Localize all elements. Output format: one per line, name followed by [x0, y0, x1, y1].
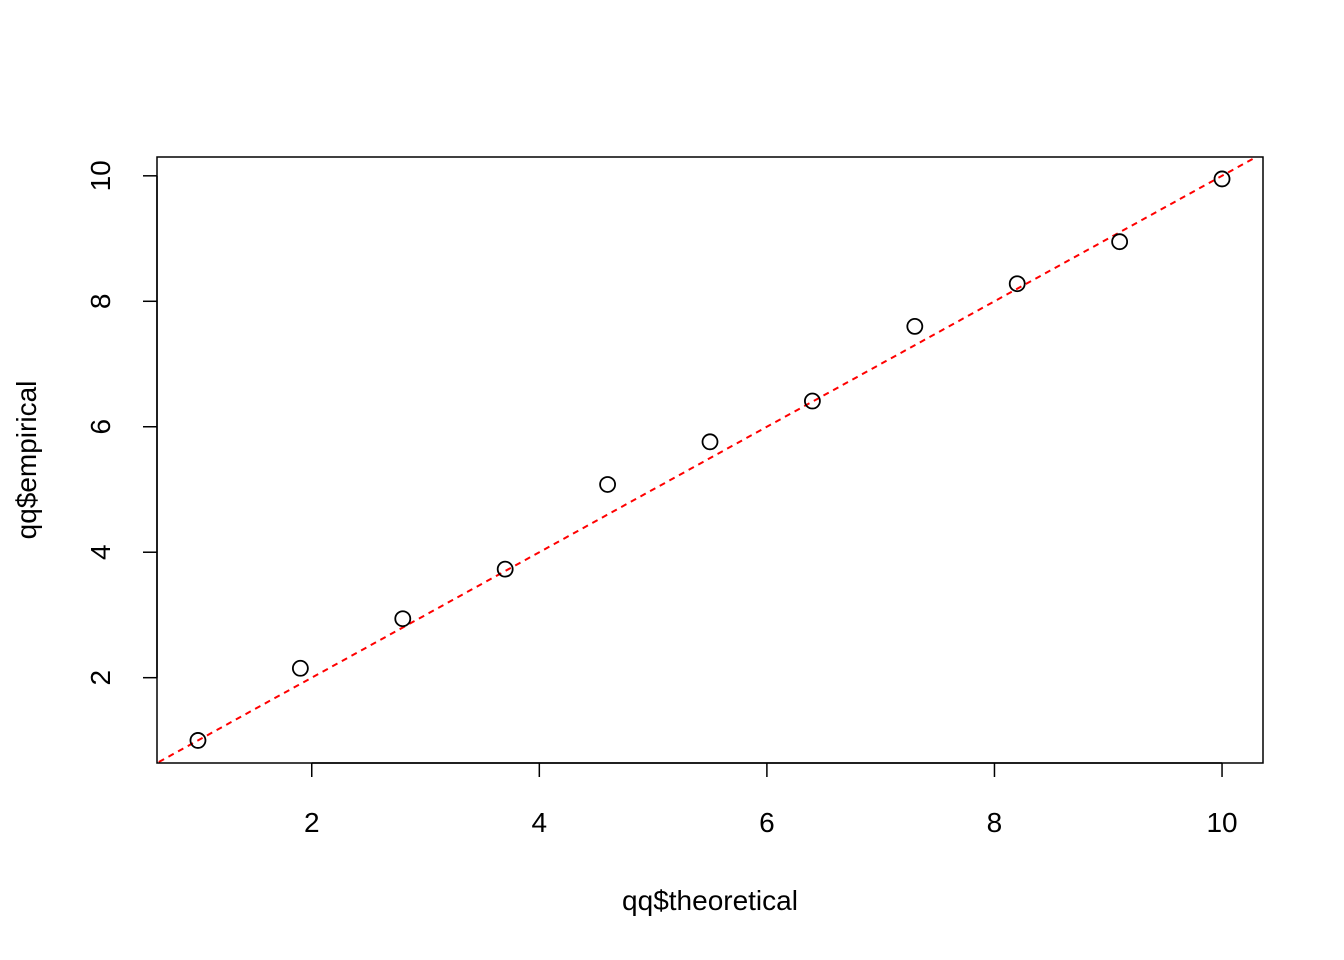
x-tick-label: 6 — [759, 807, 775, 838]
data-point — [1111, 233, 1129, 251]
data-point — [804, 392, 821, 410]
data-point — [394, 610, 412, 628]
data-point — [599, 476, 616, 493]
data-point — [1008, 275, 1026, 293]
x-tick-label: 2 — [304, 807, 320, 838]
y-tick-label: 2 — [85, 670, 116, 686]
x-tick-label: 8 — [987, 807, 1003, 838]
data-point — [291, 659, 309, 677]
y-tick-label: 4 — [85, 544, 116, 560]
x-tick-label: 10 — [1206, 807, 1237, 838]
data-point — [496, 560, 514, 578]
data-point — [189, 732, 207, 749]
data-point — [906, 317, 924, 335]
x-tick-label: 4 — [532, 807, 548, 838]
y-tick-label: 10 — [85, 160, 116, 191]
y-axis: 2 4 6 8 10 — [85, 160, 158, 686]
x-axis: 2 4 6 8 10 — [304, 762, 1238, 838]
y-tick-label: 8 — [85, 293, 116, 309]
data-point — [701, 433, 719, 451]
reference-line — [157, 157, 1259, 763]
data-point — [1213, 170, 1231, 188]
y-axis-title: qq$empirical — [11, 381, 42, 540]
y-tick-label: 6 — [85, 419, 116, 435]
x-axis-title: qq$theoretical — [622, 885, 798, 916]
